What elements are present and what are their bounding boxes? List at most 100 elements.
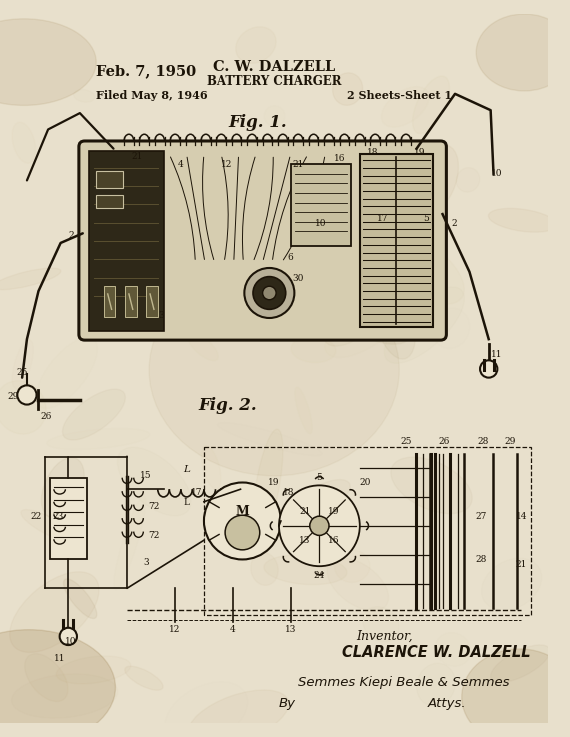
- Text: 6: 6: [288, 253, 294, 262]
- Text: 26: 26: [40, 412, 52, 421]
- Circle shape: [279, 486, 360, 566]
- Circle shape: [253, 276, 286, 310]
- Text: 11: 11: [54, 654, 66, 663]
- Text: 29: 29: [8, 392, 19, 402]
- Text: 20: 20: [360, 478, 371, 487]
- Ellipse shape: [201, 254, 252, 305]
- Bar: [291, 164, 351, 246]
- Text: 13: 13: [299, 536, 311, 545]
- Ellipse shape: [264, 555, 347, 584]
- Text: 28: 28: [477, 436, 488, 446]
- Ellipse shape: [236, 27, 276, 63]
- Text: 23: 23: [52, 511, 63, 520]
- Text: M: M: [235, 505, 249, 518]
- Text: 4: 4: [178, 160, 184, 169]
- Text: 15: 15: [140, 471, 152, 481]
- Circle shape: [204, 483, 281, 559]
- Text: 2: 2: [68, 231, 74, 240]
- Text: 3: 3: [144, 558, 149, 567]
- Ellipse shape: [0, 381, 46, 434]
- Ellipse shape: [83, 204, 139, 257]
- Text: 16: 16: [328, 536, 340, 545]
- Text: 11: 11: [491, 350, 502, 359]
- Text: 18: 18: [283, 488, 294, 497]
- Text: 30: 30: [292, 274, 304, 283]
- Ellipse shape: [25, 654, 68, 702]
- Text: 13: 13: [285, 625, 296, 634]
- Text: 22: 22: [31, 511, 42, 520]
- Bar: [360, 155, 433, 326]
- Ellipse shape: [42, 458, 84, 518]
- Text: 21: 21: [299, 507, 311, 516]
- Text: 24: 24: [314, 571, 325, 580]
- Text: 27: 27: [475, 511, 487, 520]
- Bar: [88, 150, 164, 330]
- Ellipse shape: [0, 19, 96, 105]
- Ellipse shape: [63, 579, 97, 618]
- Text: Fig. 2.: Fig. 2.: [199, 397, 257, 414]
- Circle shape: [263, 286, 276, 300]
- Circle shape: [245, 268, 294, 318]
- Text: 72: 72: [148, 531, 160, 540]
- Text: Fig. 1.: Fig. 1.: [229, 114, 287, 131]
- Text: 10: 10: [491, 170, 502, 178]
- Ellipse shape: [476, 14, 570, 91]
- Bar: [204, 447, 531, 615]
- Text: 10: 10: [66, 637, 77, 646]
- Text: CLARENCE W. DALZELL: CLARENCE W. DALZELL: [341, 645, 530, 660]
- Text: 29: 29: [504, 436, 515, 446]
- Ellipse shape: [125, 666, 163, 690]
- Text: 26: 26: [439, 436, 450, 446]
- Text: 3: 3: [159, 310, 164, 320]
- Ellipse shape: [10, 572, 99, 652]
- Ellipse shape: [367, 226, 464, 304]
- Text: 12: 12: [169, 625, 181, 634]
- Text: 21: 21: [292, 160, 304, 169]
- Circle shape: [225, 515, 260, 550]
- Text: L: L: [183, 466, 190, 475]
- Circle shape: [310, 516, 329, 535]
- Text: Feb. 7, 1950: Feb. 7, 1950: [96, 64, 196, 78]
- Ellipse shape: [253, 429, 283, 539]
- Text: 17: 17: [377, 214, 389, 223]
- Text: 21: 21: [132, 152, 143, 161]
- Ellipse shape: [222, 241, 258, 330]
- Text: C. W. DALZELL: C. W. DALZELL: [213, 60, 335, 74]
- Bar: [146, 286, 158, 317]
- Text: 4: 4: [230, 625, 235, 634]
- Ellipse shape: [333, 73, 363, 105]
- Text: Semmes Kiepi Beale & Semmes: Semmes Kiepi Beale & Semmes: [298, 676, 510, 689]
- Text: 19: 19: [267, 478, 279, 487]
- Ellipse shape: [488, 209, 557, 232]
- Ellipse shape: [0, 268, 61, 290]
- Text: 16: 16: [334, 154, 345, 163]
- Bar: [125, 286, 137, 317]
- Text: 17: 17: [190, 488, 202, 497]
- Circle shape: [17, 385, 36, 405]
- Text: 25: 25: [400, 436, 412, 446]
- Circle shape: [60, 628, 77, 645]
- Ellipse shape: [413, 76, 450, 133]
- Text: 19: 19: [414, 148, 425, 157]
- FancyBboxPatch shape: [79, 141, 446, 340]
- Text: 14: 14: [516, 511, 527, 520]
- Text: 21: 21: [516, 560, 527, 569]
- Ellipse shape: [149, 264, 399, 476]
- Text: 18: 18: [367, 148, 378, 157]
- Bar: [50, 478, 87, 559]
- Text: BATTERY CHARGER: BATTERY CHARGER: [207, 74, 341, 88]
- Bar: [96, 195, 123, 209]
- Ellipse shape: [0, 629, 116, 737]
- Ellipse shape: [462, 649, 570, 737]
- Text: L: L: [184, 498, 190, 507]
- Text: Attys.: Attys.: [428, 697, 467, 710]
- Text: 19: 19: [328, 507, 340, 516]
- Text: 5: 5: [424, 214, 429, 223]
- Text: 12: 12: [221, 160, 233, 169]
- Ellipse shape: [189, 690, 289, 737]
- Text: 2: 2: [451, 219, 457, 228]
- Text: 28: 28: [475, 555, 487, 564]
- Circle shape: [480, 360, 498, 377]
- Text: 72: 72: [148, 502, 160, 511]
- Text: 10: 10: [315, 219, 326, 228]
